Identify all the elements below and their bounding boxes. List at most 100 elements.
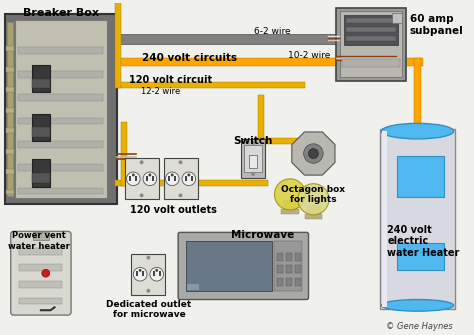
Bar [6, 47, 14, 51]
Circle shape [146, 256, 150, 260]
Bar [6, 128, 14, 133]
Bar [186, 241, 272, 291]
Circle shape [309, 149, 318, 158]
Bar [346, 27, 396, 32]
Bar [19, 248, 62, 255]
Bar [174, 176, 176, 181]
Text: Switch: Switch [233, 136, 273, 146]
FancyBboxPatch shape [11, 231, 71, 315]
Text: Octagon box
for lights: Octagon box for lights [282, 185, 346, 204]
Bar [283, 200, 297, 210]
Text: 120 volt outlets: 120 volt outlets [130, 205, 217, 215]
Bar [397, 156, 444, 197]
Bar [6, 149, 14, 153]
Bar [6, 169, 14, 174]
Bar [258, 138, 302, 144]
Bar [286, 278, 292, 286]
Circle shape [165, 172, 179, 186]
Circle shape [179, 160, 182, 164]
Bar [32, 173, 50, 183]
Bar [342, 59, 400, 67]
Bar [7, 22, 13, 196]
Circle shape [274, 179, 306, 210]
Bar [397, 243, 444, 270]
Bar [6, 87, 14, 92]
Circle shape [139, 269, 142, 272]
Bar [241, 139, 265, 178]
Bar [380, 129, 456, 309]
Bar [115, 82, 305, 88]
Bar [159, 271, 161, 276]
Bar [142, 271, 144, 276]
Bar [115, 180, 183, 186]
Bar [286, 265, 292, 273]
Bar [33, 232, 49, 240]
Bar [180, 180, 268, 186]
Bar [392, 13, 402, 23]
Text: 60 amp
subpanel: 60 amp subpanel [410, 14, 464, 36]
Circle shape [132, 174, 135, 177]
Bar [129, 176, 131, 181]
Circle shape [179, 193, 182, 197]
Circle shape [143, 172, 157, 186]
Circle shape [42, 269, 50, 277]
Bar [191, 176, 193, 181]
Text: 10-2 wire: 10-2 wire [288, 51, 331, 60]
Bar [115, 58, 423, 66]
Circle shape [133, 267, 147, 281]
Bar [277, 265, 283, 273]
Circle shape [182, 172, 196, 186]
Bar [19, 297, 62, 305]
Bar [146, 176, 148, 181]
FancyBboxPatch shape [178, 232, 309, 299]
Polygon shape [292, 132, 335, 175]
Circle shape [140, 193, 144, 197]
Bar [18, 141, 103, 148]
Bar [414, 58, 421, 137]
Bar [258, 95, 264, 144]
Bar [131, 254, 165, 295]
Bar [295, 265, 301, 273]
Bar [18, 164, 103, 171]
Bar [152, 176, 154, 181]
Circle shape [187, 174, 190, 177]
Bar [18, 71, 103, 78]
Bar [346, 18, 396, 23]
Bar [32, 65, 50, 92]
Bar [277, 278, 283, 286]
Bar [15, 20, 107, 198]
Circle shape [304, 144, 323, 163]
Text: Dedicated outlet
for microwave: Dedicated outlet for microwave [106, 299, 191, 319]
Bar [115, 34, 336, 44]
Bar [305, 214, 322, 219]
Bar [164, 158, 198, 199]
Text: 240 volt
electric
water Heater: 240 volt electric water Heater [387, 224, 460, 258]
Circle shape [251, 141, 255, 145]
Bar [135, 176, 137, 181]
Bar [346, 36, 396, 41]
Circle shape [298, 184, 329, 215]
Bar [115, 0, 121, 88]
Bar [32, 79, 50, 88]
Circle shape [150, 267, 164, 281]
Bar [19, 281, 62, 288]
Text: Power vent
water heater: Power vent water heater [8, 231, 70, 251]
Bar [6, 67, 14, 72]
Bar [18, 48, 103, 54]
Ellipse shape [382, 299, 454, 311]
Circle shape [148, 174, 151, 177]
Bar [277, 253, 283, 261]
Bar [6, 190, 14, 194]
Text: 6-2 wire: 6-2 wire [254, 27, 291, 36]
Circle shape [171, 174, 174, 177]
Text: 120 volt circuit: 120 volt circuit [129, 75, 212, 85]
Text: Microwave: Microwave [231, 230, 294, 241]
Bar [274, 241, 302, 291]
Bar [19, 264, 62, 271]
Bar [382, 131, 387, 307]
Ellipse shape [382, 123, 454, 139]
Bar [249, 154, 257, 168]
Text: 240 volt circuits: 240 volt circuits [142, 53, 237, 63]
Bar [340, 11, 402, 77]
Bar [185, 176, 187, 181]
